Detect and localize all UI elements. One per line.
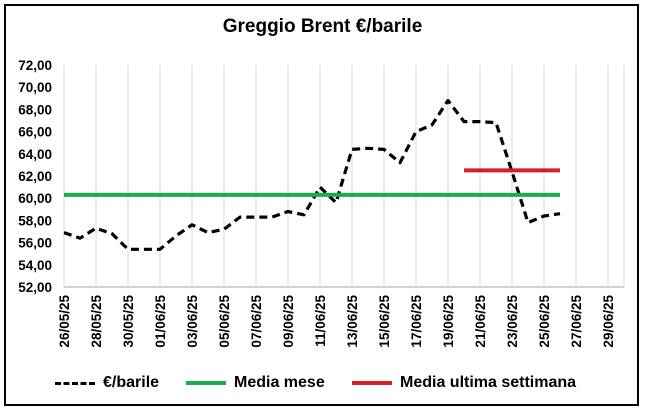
y-tick-label: 62,00 bbox=[18, 169, 52, 184]
x-tick-label: 19/06/25 bbox=[441, 295, 456, 348]
x-tick-label: 13/06/25 bbox=[345, 295, 360, 348]
x-tick-label: 05/06/25 bbox=[217, 295, 232, 348]
legend-label-weekly-average: Media ultima settimana bbox=[400, 374, 577, 391]
legend-label-monthly-average: Media mese bbox=[234, 374, 325, 391]
y-tick-label: 58,00 bbox=[18, 213, 52, 228]
chart-title: Greggio Brent €/barile bbox=[222, 16, 423, 37]
x-tick-label: 11/06/25 bbox=[313, 295, 328, 347]
x-tick-label: 17/06/25 bbox=[409, 295, 424, 348]
legend: €/barile Media mese Media ultima settima… bbox=[0, 372, 645, 394]
x-tick-label: 26/05/25 bbox=[57, 295, 72, 348]
y-tick-label: 60,00 bbox=[18, 191, 52, 206]
x-tick-label: 29/06/25 bbox=[601, 295, 616, 348]
x-axis-ticks: 26/05/25 28/05/25 30/05/25 01/06/25 03/06/25… bbox=[57, 295, 616, 348]
x-tick-label: 21/06/25 bbox=[473, 295, 488, 348]
x-tick-label: 23/06/25 bbox=[505, 295, 520, 348]
x-tick-label: 28/05/25 bbox=[89, 295, 104, 348]
y-tick-label: 66,00 bbox=[18, 125, 52, 140]
x-tick-label: 01/06/25 bbox=[153, 295, 168, 348]
series-layer bbox=[63, 98, 561, 251]
y-tick-label: 56,00 bbox=[18, 236, 52, 251]
legend-label-price: €/barile bbox=[103, 374, 160, 391]
legend-swatch-monthly-average bbox=[186, 381, 226, 385]
x-tick-label: 03/06/25 bbox=[185, 295, 200, 348]
x-tick-label: 09/06/25 bbox=[281, 295, 296, 348]
y-axis-ticks: 52,00 54,00 56,00 58,00 60,00 62,00 64,00 66,00… bbox=[18, 58, 52, 295]
legend-swatch-weekly-average bbox=[352, 381, 392, 385]
chart-frame bbox=[4, 4, 639, 406]
series-price-line bbox=[63, 98, 561, 251]
x-tick-label: 07/06/25 bbox=[249, 295, 264, 348]
grid-lines bbox=[63, 65, 625, 288]
legend-item-monthly-average: Media mese bbox=[186, 372, 325, 394]
x-tick-label: 27/06/25 bbox=[569, 295, 584, 348]
legend-item-weekly-average: Media ultima settimana bbox=[352, 372, 576, 394]
y-tick-label: 70,00 bbox=[18, 80, 52, 95]
y-tick-label: 68,00 bbox=[18, 102, 52, 117]
legend-swatch-price bbox=[55, 381, 95, 385]
y-tick-label: 64,00 bbox=[18, 147, 52, 162]
x-tick-label: 25/06/25 bbox=[537, 295, 552, 348]
y-tick-label: 52,00 bbox=[18, 280, 52, 295]
y-tick-label: 72,00 bbox=[18, 58, 52, 73]
x-tick-label: 30/05/25 bbox=[121, 295, 136, 348]
x-tick-label: 15/06/25 bbox=[377, 295, 392, 348]
legend-item-price: €/barile bbox=[55, 372, 159, 394]
y-tick-label: 54,00 bbox=[18, 258, 52, 273]
